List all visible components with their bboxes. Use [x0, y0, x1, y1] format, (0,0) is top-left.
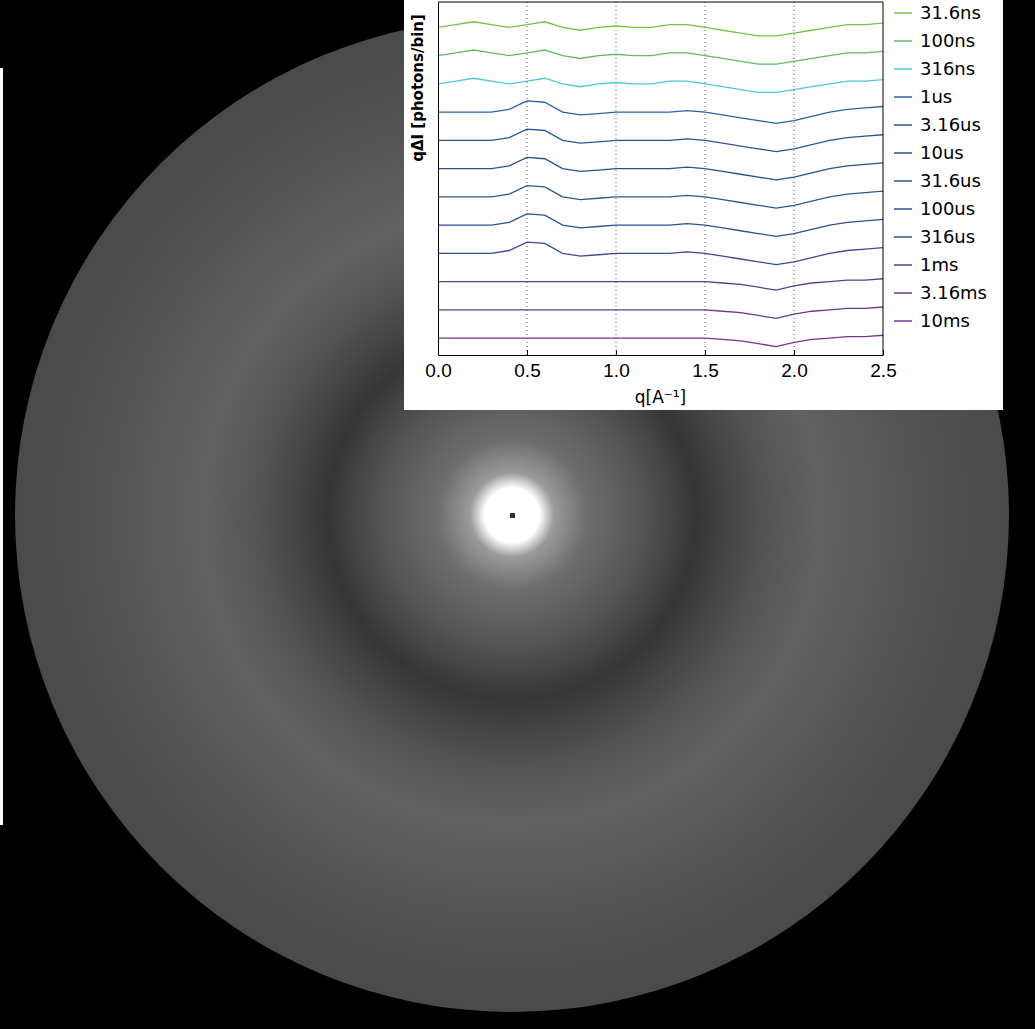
tick-label: 1.0 — [603, 360, 629, 381]
legend-swatch — [894, 152, 912, 154]
frame-right — [883, 2, 884, 355]
frame-top — [438, 2, 883, 3]
tick-label: 1.5 — [692, 360, 718, 381]
legend-label: 31.6ns — [920, 2, 981, 23]
grid-line — [616, 2, 617, 355]
tick: 0.5 — [514, 350, 540, 381]
series-line — [438, 186, 883, 209]
tick-mark — [527, 350, 528, 355]
legend-label: 3.16ms — [920, 282, 987, 303]
beam-stop — [510, 513, 515, 518]
legend-label: 100ns — [920, 30, 975, 51]
axis-line — [438, 3, 439, 356]
x-axis-title: q[A⁻¹] — [635, 387, 686, 407]
x-axis: 0.0 0.5 1.0 1.5 2.0 2.5 — [425, 350, 896, 381]
legend-swatch — [894, 68, 912, 70]
series-line — [438, 157, 883, 180]
series-line — [438, 242, 883, 265]
plot-area — [438, 22, 883, 347]
inset-panel — [404, 0, 1003, 410]
series-line — [438, 335, 883, 346]
legend-swatch — [894, 12, 912, 14]
series-line — [438, 129, 883, 152]
legend-label: 3.16us — [920, 114, 981, 135]
tick-label: 2.0 — [781, 360, 807, 381]
legend-label: 100us — [920, 198, 975, 219]
tick-label: 0.0 — [425, 360, 451, 381]
legend-swatch — [894, 124, 912, 126]
series-line — [438, 279, 883, 290]
edge-bar — [0, 68, 3, 825]
legend-label: 1ms — [920, 254, 958, 275]
grid — [527, 2, 794, 355]
tick-label: 2.5 — [870, 360, 896, 381]
tick-mark — [794, 350, 795, 355]
series-line — [438, 101, 883, 124]
legend-swatch — [894, 96, 912, 98]
y-axis — [438, 3, 439, 356]
legend-label: 1us — [920, 86, 952, 107]
grid-line — [527, 2, 528, 355]
legend-swatch — [894, 292, 912, 294]
legend-label: 10us — [920, 142, 964, 163]
tick: 1.5 — [692, 350, 718, 381]
series-line — [438, 22, 883, 36]
series-line — [438, 50, 883, 64]
canvas: 0.0 0.5 1.0 1.5 2.0 2.5 q[A⁻¹] qΔI [photons/bin… — [0, 0, 1035, 1029]
tick-label: 0.5 — [514, 360, 540, 381]
tick-mark — [616, 350, 617, 355]
legend-label: 316us — [920, 226, 975, 247]
legend: 31.6ns 100ns 316ns 1us 3.16us 10us 31.6us 100us… — [894, 2, 987, 331]
legend-label: 31.6us — [920, 170, 981, 191]
series-line — [438, 307, 883, 318]
grid-line — [794, 2, 795, 355]
tick-mark — [705, 350, 706, 355]
tick: 2.0 — [781, 350, 807, 381]
legend-label: 10ms — [920, 310, 970, 331]
legend-swatch — [894, 236, 912, 238]
legend-swatch — [894, 40, 912, 42]
legend-swatch — [894, 264, 912, 266]
series-line — [438, 214, 883, 237]
legend-swatch — [894, 320, 912, 322]
series-line — [438, 78, 883, 92]
legend-swatch — [894, 208, 912, 210]
legend-swatch — [894, 180, 912, 182]
legend-label: 316ns — [920, 58, 975, 79]
axis-line — [439, 355, 884, 356]
tick: 1.0 — [603, 350, 629, 381]
y-axis-title: qΔI [photons/bin] — [409, 14, 427, 162]
